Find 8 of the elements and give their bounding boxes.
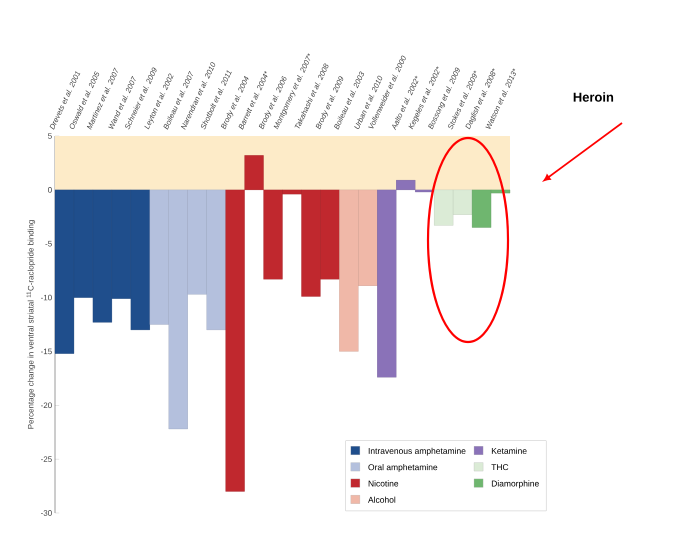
legend-label: Ketamine bbox=[492, 448, 527, 454]
legend-label: Diamorphine bbox=[492, 480, 539, 488]
legend-label: THC bbox=[491, 464, 508, 470]
legend-label: Nicotine bbox=[368, 480, 398, 487]
legend-label: Alcohol bbox=[368, 496, 396, 503]
legend-label: Oral amphetamine bbox=[368, 464, 438, 472]
legend-label: Intravenous amphetamine bbox=[368, 448, 466, 456]
text: Heroin bbox=[574, 92, 614, 102]
